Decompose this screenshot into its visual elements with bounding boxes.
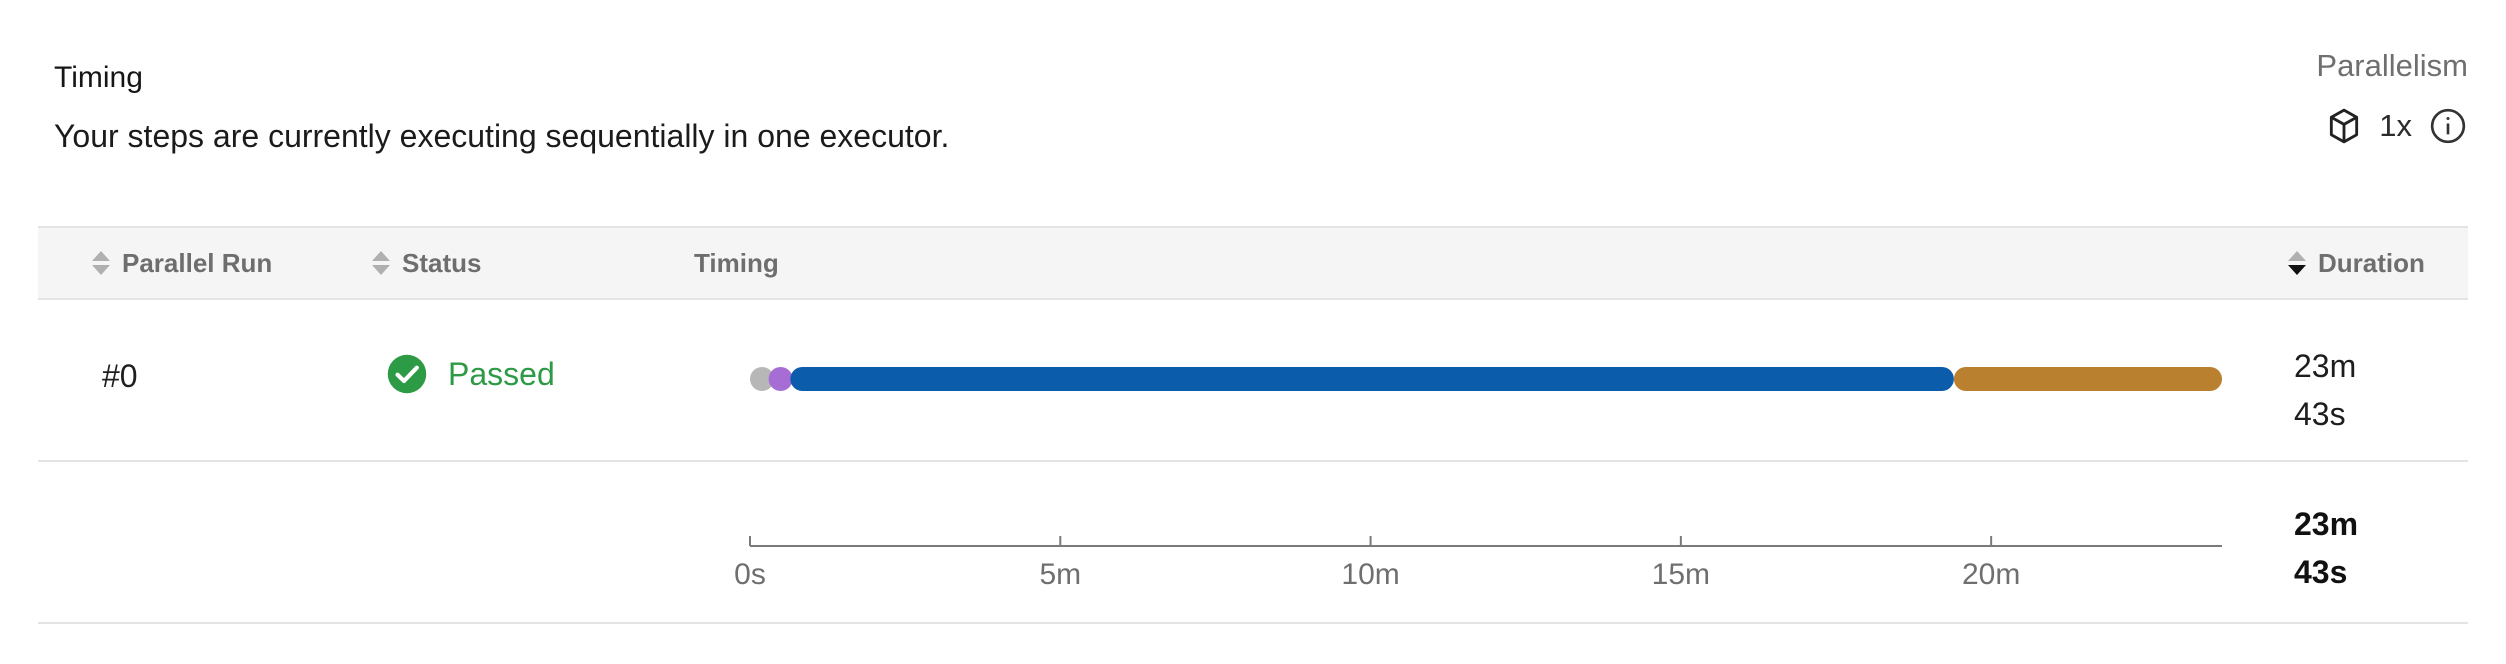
duration-cell: 23m 43s: [2294, 342, 2356, 438]
column-label: Timing: [694, 247, 779, 278]
status-text: Passed: [448, 355, 555, 392]
time-axis: 0s 5m 10m 15m 20m: [702, 462, 2242, 622]
axis-tick-label: 5m: [1039, 558, 1081, 591]
timing-subtitle: Your steps are currently executing seque…: [54, 118, 950, 154]
total-duration: 23m 43s: [2294, 500, 2358, 596]
total-duration-seconds: 43s: [2294, 554, 2348, 590]
column-label: Status: [402, 247, 482, 278]
parallelism-label: Parallelism: [2316, 48, 2468, 83]
column-duration[interactable]: Duration: [2288, 228, 2425, 298]
sort-icon: [372, 250, 390, 276]
column-label: Duration: [2318, 247, 2425, 278]
parallelism-value: 1x: [2379, 108, 2412, 143]
timing-segment-0[interactable]: [750, 367, 774, 391]
axis-tick-label: 10m: [1341, 558, 1399, 591]
timing-segment-3[interactable]: [1953, 367, 2222, 391]
timing-header: Timing Your steps are currently executin…: [54, 58, 949, 156]
info-icon[interactable]: [2428, 106, 2468, 146]
column-parallel-run[interactable]: Parallel Run: [92, 228, 272, 298]
time-axis-svg: 0s 5m 10m 15m 20m: [734, 536, 2222, 591]
timing-title: Timing: [54, 61, 143, 94]
duration-seconds: 43s: [2294, 396, 2346, 432]
table-row[interactable]: #0 Passed 23m 43s: [38, 300, 2468, 462]
parallel-runs-table: Parallel Run Status Timing Duration #0 P…: [38, 226, 2468, 624]
timing-bar[interactable]: [702, 300, 2242, 460]
column-status[interactable]: Status: [372, 228, 481, 298]
check-circle-icon: [386, 353, 428, 395]
axis-tick-label: 0s: [734, 558, 766, 591]
axis-row: 0s 5m 10m 15m 20m 23m 43s: [38, 462, 2468, 624]
timing-segment-1[interactable]: [768, 367, 793, 391]
duration-minutes: 23m: [2294, 348, 2357, 384]
axis-tick-label: 15m: [1652, 558, 1710, 591]
column-timing: Timing: [694, 228, 779, 298]
column-label: Parallel Run: [122, 247, 273, 278]
axis-tick-label: 20m: [1962, 558, 2020, 591]
sort-desc-icon: [2288, 250, 2306, 276]
parallelism-row: 1x: [2316, 106, 2468, 146]
sort-icon: [92, 250, 110, 276]
table-header: Parallel Run Status Timing Duration: [38, 226, 2468, 300]
status-cell: Passed: [386, 353, 555, 395]
run-id: #0: [102, 358, 138, 394]
timing-bar-svg: [750, 367, 2222, 391]
parallelism-panel: Parallelism 1x: [2316, 46, 2468, 146]
timing-segment-2[interactable]: [790, 367, 1954, 391]
total-duration-minutes: 23m: [2294, 506, 2359, 542]
cube-icon: [2325, 107, 2363, 145]
